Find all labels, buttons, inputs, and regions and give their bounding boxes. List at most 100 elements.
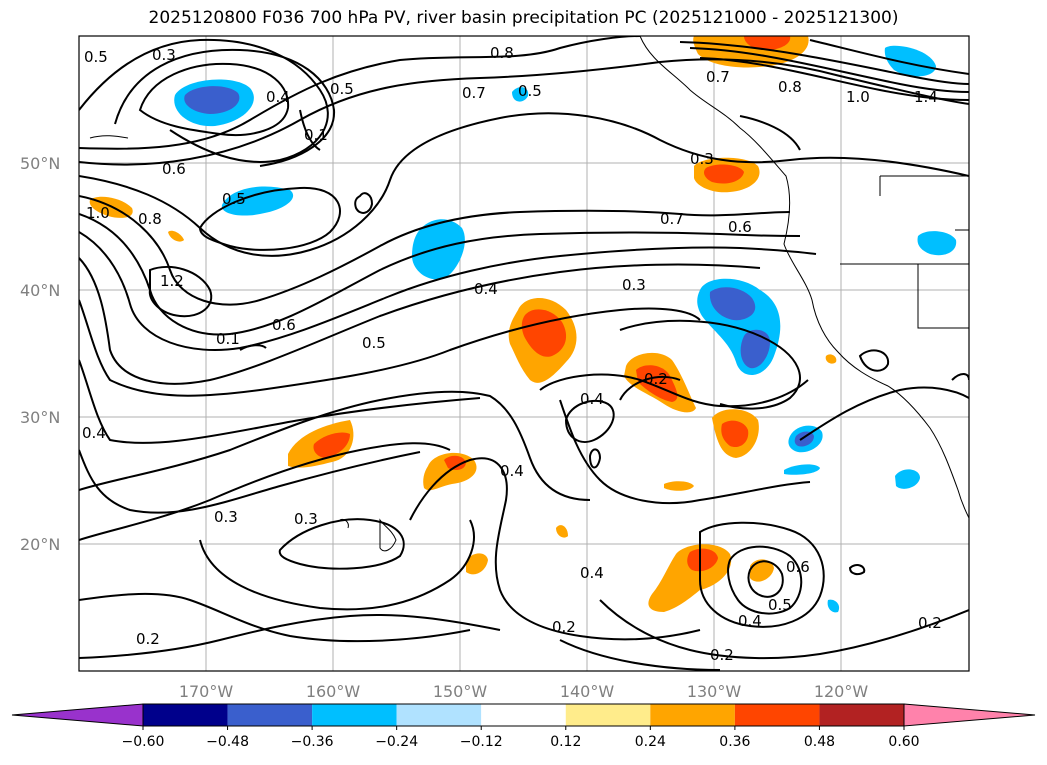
colorbar-extension-high — [903, 703, 1036, 727]
lon-label-130w: 130°W — [687, 682, 742, 701]
contour-label: 0.7 — [706, 68, 730, 86]
lon-label-160w: 160°W — [306, 682, 361, 701]
colorbar-tick-label: −0.60 — [122, 734, 165, 750]
contour-label: 0.5 — [768, 596, 792, 614]
colorbar-tick-label: 0.48 — [804, 734, 835, 750]
lat-label-30n: 30°N — [20, 408, 60, 427]
colorbar-segment — [227, 704, 313, 726]
contour-label: 0.4 — [82, 424, 106, 442]
map-title: 2025120800 F036 700 hPa PV, river basin … — [148, 8, 899, 28]
contour-label: 0.3 — [294, 510, 318, 528]
colorbar-segment — [650, 704, 735, 726]
longitude-labels: 170°W 160°W 150°W 140°W 130°W 120°W — [179, 682, 869, 701]
contour-label: 1.2 — [160, 272, 184, 290]
contour-label: 0.8 — [490, 44, 514, 62]
precip-positive-core — [313, 432, 350, 458]
contour-label: 0.5 — [362, 334, 386, 352]
colorbar-tick-label: 0.36 — [719, 734, 750, 750]
contour-label: 0.7 — [660, 210, 684, 228]
lon-label-170w: 170°W — [179, 682, 234, 701]
contour-label: 0.3 — [152, 46, 176, 64]
contour-label: 0.6 — [272, 316, 296, 334]
precip-negative-core — [794, 431, 814, 447]
precip-negative-core — [184, 86, 240, 114]
lon-label-140w: 140°W — [560, 682, 615, 701]
colorbar-tick-label: −0.36 — [291, 734, 334, 750]
contour-label: 0.6 — [786, 558, 810, 576]
precip-negative-area — [512, 87, 529, 102]
contour-label: 0.4 — [474, 280, 498, 298]
colorbar-outline — [142, 703, 905, 727]
colorbar: −0.60 −0.48 −0.36 −0.24 −0.12 0.12 0.24 0.36 0.4… — [11, 703, 1036, 750]
colorbar-tick-label: −0.48 — [206, 734, 249, 750]
lat-label-50n: 50°N — [20, 154, 60, 173]
contour-label: 0.2 — [918, 614, 942, 632]
contour-label: 0.4 — [580, 564, 604, 582]
contour-label: 0.4 — [500, 462, 524, 480]
colorbar-segment — [143, 704, 228, 726]
precip-negative-area — [784, 464, 820, 475]
pv-contours — [79, 36, 969, 671]
contour-label: 0.1 — [216, 330, 240, 348]
contour-label: 0.5 — [330, 80, 354, 98]
contour-label: 0.5 — [84, 48, 108, 66]
precip-positive-core — [521, 309, 567, 357]
contour-label: 0.1 — [304, 126, 328, 144]
contour-label: 1.0 — [86, 204, 110, 222]
colorbar-segment — [312, 704, 397, 726]
contour-label: 1.0 — [846, 88, 870, 106]
gridlines — [79, 36, 969, 671]
precip-positive-core — [721, 420, 749, 448]
colorbar-tick-label: 0.24 — [635, 734, 666, 750]
contour-label: 0.2 — [710, 646, 734, 664]
contour-label: 0.4 — [266, 88, 290, 106]
colorbar-segment — [734, 704, 820, 726]
precip-negative-core — [740, 329, 770, 369]
colorbar-tick-label: 0.60 — [888, 734, 919, 750]
precip-negative-core — [709, 287, 756, 321]
coastlines — [89, 36, 969, 552]
colorbar-tick-label: −0.12 — [460, 734, 503, 750]
contour-label: 0.2 — [644, 370, 668, 388]
lon-label-150w: 150°W — [433, 682, 488, 701]
contour-label: 0.6 — [162, 160, 186, 178]
colorbar-tick-label: 0.12 — [550, 734, 581, 750]
colorbar-tick-label: −0.24 — [375, 734, 418, 750]
map-border — [78, 35, 970, 672]
contour-label: 0.8 — [778, 78, 802, 96]
contour-label: 0.6 — [728, 218, 752, 236]
precip-negative-area — [884, 45, 936, 77]
precip-positive-area — [466, 553, 488, 575]
precip-negative-area — [221, 186, 294, 216]
contour-label: 0.5 — [518, 82, 542, 100]
lat-label-40n: 40°N — [20, 281, 60, 300]
precip-positive-core — [704, 164, 744, 184]
precip-negative-area — [827, 599, 840, 613]
contour-label: 0.8 — [138, 210, 162, 228]
contour-label: 0.2 — [136, 630, 160, 648]
latitude-labels: 50°N 40°N 30°N 20°N — [20, 154, 60, 554]
precip-positive-area — [825, 354, 837, 364]
precip-positive-core — [744, 36, 791, 50]
precip-negative-area — [917, 231, 957, 256]
contour-label: 0.5 — [222, 190, 246, 208]
colorbar-segment — [565, 704, 651, 726]
contour-label: 0.4 — [738, 612, 762, 630]
precip-negative-area — [895, 469, 920, 489]
colorbar-segment — [819, 704, 904, 726]
precip-positive-core — [687, 548, 718, 572]
colorbar-segment — [396, 704, 482, 726]
contour-label: 0.3 — [214, 508, 238, 526]
precip-positive-core — [636, 365, 678, 402]
precip-positive-area — [168, 230, 184, 242]
precip-positive-core — [444, 455, 466, 470]
contour-label: 1.4 — [914, 88, 938, 106]
contour-labels: 0.5 0.3 0.4 0.5 0.8 0.5 0.7 0.7 0.8 1.0 … — [82, 44, 942, 664]
precip-negative-area — [412, 219, 465, 280]
contour-label: 0.7 — [462, 84, 486, 102]
colorbar-segment — [481, 704, 566, 726]
precip-positive-area — [556, 525, 568, 538]
contour-label: 0.3 — [622, 276, 646, 294]
lat-label-20n: 20°N — [20, 535, 60, 554]
